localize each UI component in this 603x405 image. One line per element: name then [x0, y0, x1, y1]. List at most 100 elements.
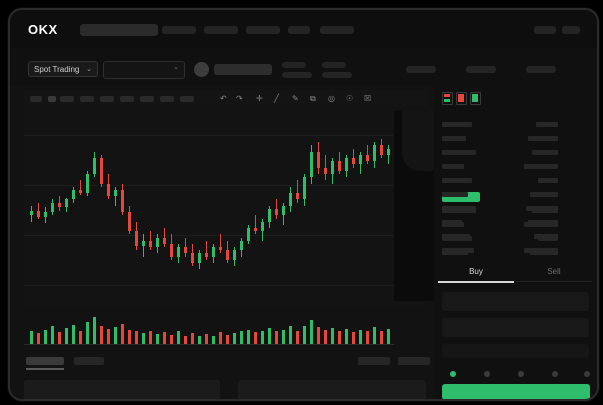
- toolbar-button-3[interactable]: [60, 96, 74, 102]
- nav-item-3[interactable]: [246, 26, 280, 34]
- toolbar-button-4[interactable]: [80, 96, 94, 102]
- order-book-view-toggle[interactable]: [442, 92, 502, 105]
- trading-pair-selector[interactable]: ⌄: [103, 61, 185, 79]
- volume-bar: [226, 334, 229, 344]
- trash-icon[interactable]: ☒: [364, 94, 372, 103]
- toolbar-button-1[interactable]: [30, 96, 42, 102]
- candlestick: [65, 197, 68, 213]
- candlestick: [107, 173, 110, 200]
- stat-value-4: [466, 66, 496, 73]
- nav-item-2[interactable]: [204, 26, 238, 34]
- nav-item-5[interactable]: [320, 26, 354, 34]
- lock-icon[interactable]: ☉: [346, 94, 354, 103]
- order-price-field[interactable]: [442, 292, 589, 311]
- order-book-row[interactable]: [442, 208, 476, 213]
- candle-wick: [325, 154, 326, 181]
- volume-bar: [205, 333, 208, 344]
- candlestick: [338, 151, 341, 174]
- redo-icon[interactable]: ↷: [236, 94, 243, 103]
- candle-wick: [101, 154, 102, 187]
- order-book-row[interactable]: [442, 250, 468, 255]
- pagination-dot-1[interactable]: [450, 371, 456, 377]
- nav-item-1[interactable]: [162, 26, 196, 34]
- order-book-row[interactable]: [442, 192, 468, 197]
- place-buy-order-button[interactable]: [442, 384, 590, 399]
- trend-line-icon[interactable]: ╱: [274, 94, 279, 103]
- order-book-row[interactable]: [442, 122, 472, 127]
- volume-bar: [387, 328, 390, 344]
- candlestick: [219, 234, 222, 254]
- trading-mode-selector[interactable]: Spot Trading ⌄: [28, 61, 98, 77]
- toolbar-button-2[interactable]: [48, 96, 56, 102]
- order-book-row[interactable]: [442, 222, 464, 227]
- eye-icon[interactable]: ◎: [328, 94, 335, 103]
- pagination-dot-5[interactable]: [584, 371, 590, 377]
- nav-item-4[interactable]: [288, 26, 310, 34]
- toolbar-button-5[interactable]: [100, 96, 114, 102]
- magnet-icon[interactable]: ⧉: [310, 94, 316, 103]
- candlestick: [324, 154, 327, 181]
- volume-bar: [184, 335, 187, 344]
- candle-wick: [248, 224, 249, 244]
- order-book-row-value: [524, 164, 558, 169]
- tab-open-orders[interactable]: [26, 357, 64, 365]
- order-book-row[interactable]: [442, 178, 472, 183]
- candlestick: [352, 148, 355, 168]
- brand-logo[interactable]: OKX: [28, 22, 58, 37]
- candle-wick: [353, 148, 354, 168]
- order-amount-field[interactable]: [442, 318, 589, 337]
- candle-wick: [66, 197, 67, 213]
- chart-toolbar[interactable]: ↶ ↷ ✛ ╱ ✎ ⧉ ◎ ☉ ☒: [24, 90, 426, 107]
- order-total-field[interactable]: [442, 344, 589, 358]
- candle-wick: [80, 180, 81, 195]
- pagination-dots[interactable]: [442, 370, 590, 378]
- pagination-dot-2[interactable]: [484, 371, 490, 377]
- candlestick: [233, 247, 236, 267]
- toolbar-button-7[interactable]: [140, 96, 154, 102]
- tab-right-2[interactable]: [398, 357, 430, 365]
- tab-order-history[interactable]: [74, 357, 104, 365]
- book-bids-icon[interactable]: [470, 92, 481, 105]
- toolbar-button-9[interactable]: [180, 96, 194, 102]
- order-book-row[interactable]: [442, 164, 464, 169]
- pencil-icon[interactable]: ✎: [292, 94, 299, 103]
- crosshair-icon[interactable]: ✛: [256, 94, 263, 103]
- tab-sell[interactable]: Sell: [547, 267, 561, 276]
- book-asks-icon[interactable]: [456, 92, 467, 105]
- volume-bar: [373, 327, 376, 344]
- candlestick: [72, 186, 75, 203]
- price-chart[interactable]: [24, 111, 426, 306]
- volume-bar: [37, 333, 40, 344]
- tab-buy[interactable]: Buy: [469, 267, 483, 276]
- order-book-row[interactable]: [442, 150, 476, 155]
- search-input[interactable]: [80, 24, 158, 36]
- pagination-dot-4[interactable]: [552, 371, 558, 377]
- toolbar-button-6[interactable]: [120, 96, 134, 102]
- candle-wick: [108, 173, 109, 200]
- toolbar-button-8[interactable]: [160, 96, 174, 102]
- candlestick: [261, 218, 264, 241]
- volume-bar: [303, 325, 306, 344]
- candle-wick: [122, 183, 123, 216]
- candlestick: [198, 250, 201, 270]
- order-book-row-value: [524, 222, 558, 227]
- candle-wick: [185, 237, 186, 257]
- undo-icon[interactable]: ↶: [220, 94, 227, 103]
- volume-bar: [212, 335, 215, 344]
- volume-bar: [135, 331, 138, 344]
- order-book-row[interactable]: [442, 236, 472, 241]
- candlestick: [163, 228, 166, 248]
- volume-bar: [261, 330, 264, 344]
- volume-bar: [289, 326, 292, 344]
- book-both-icon[interactable]: [442, 92, 453, 105]
- candlestick: [142, 234, 145, 257]
- candle-wick: [164, 228, 165, 248]
- order-side-tabs[interactable]: Buy Sell: [438, 265, 593, 283]
- order-book-row[interactable]: [442, 136, 466, 141]
- volume-bar: [324, 329, 327, 344]
- tab-right-1[interactable]: [358, 357, 390, 365]
- pagination-dot-3[interactable]: [518, 371, 524, 377]
- nav-right-item-1[interactable]: [534, 26, 556, 34]
- nav-right-item-2[interactable]: [562, 26, 580, 34]
- candle-wick: [115, 186, 116, 206]
